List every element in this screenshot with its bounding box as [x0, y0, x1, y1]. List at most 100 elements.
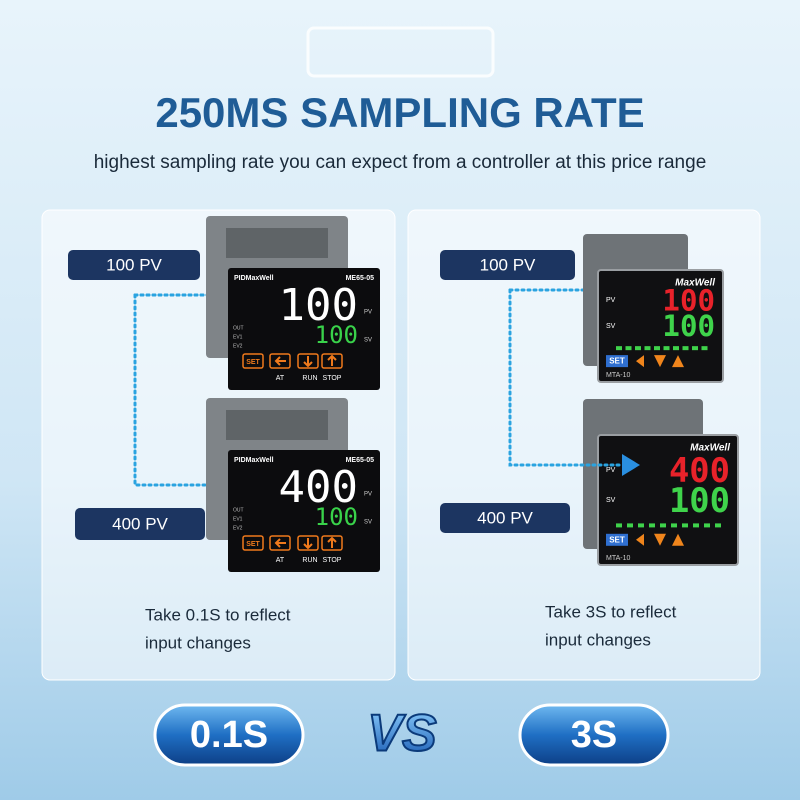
key — [242, 353, 264, 369]
key-icon — [654, 533, 666, 546]
led — [635, 346, 641, 351]
key-icon — [636, 355, 644, 368]
set-key-bg — [606, 355, 628, 368]
pv-tag: PV — [364, 492, 372, 498]
key-icon — [672, 533, 684, 546]
sv-reading: 100 — [669, 481, 730, 520]
set-key: SET — [609, 535, 625, 544]
label-pill — [68, 250, 200, 280]
key-icon — [672, 355, 684, 368]
indicator: EV2 — [233, 343, 243, 349]
pv-reading: 400 — [669, 451, 730, 490]
key-icon — [274, 356, 286, 366]
indicator: EV2 — [233, 525, 243, 531]
result-pill — [153, 703, 305, 767]
key-label: AT — [276, 557, 285, 564]
caption: Take 3S to reflect — [545, 602, 677, 621]
model: ME65-05 — [346, 275, 375, 282]
brand: PIDMaxWell — [234, 275, 274, 282]
set-key: SET — [246, 359, 260, 366]
led — [660, 523, 666, 528]
housing-top — [226, 228, 328, 258]
key-icon — [327, 354, 337, 366]
caption: Take 0.1S to reflect — [145, 605, 291, 624]
indicator: OUT — [233, 325, 244, 331]
subtitle: highest sampling rate you can expect fro… — [94, 152, 707, 173]
sv-tag: SV — [606, 323, 616, 330]
key-label: RUN — [302, 557, 317, 564]
key-icon — [654, 355, 666, 368]
label-text: 400 PV — [477, 508, 533, 527]
housing-top — [226, 410, 328, 440]
led — [625, 346, 632, 351]
led — [649, 523, 655, 528]
key — [269, 353, 291, 369]
label-pill — [440, 503, 570, 533]
key-label: STOP — [323, 375, 342, 382]
brand: MaxWell — [675, 278, 715, 289]
result-pill — [518, 703, 670, 767]
pv-tag: PV — [606, 467, 616, 474]
led — [715, 523, 721, 528]
pv-tag: PV — [606, 297, 616, 304]
led — [638, 523, 644, 528]
model: ME65-05 — [346, 457, 375, 464]
content: PIDMaxWell ME65-05 100 PV 100 SV OUT EV1 EV2 SET A… — [68, 216, 739, 767]
caption: input changes — [145, 633, 251, 652]
key-icon — [636, 533, 644, 546]
indicator: EV1 — [233, 334, 243, 340]
brand: PIDMaxWell — [234, 457, 274, 464]
sv-tag: SV — [364, 520, 372, 526]
result-text: 3S — [571, 714, 617, 756]
key — [321, 535, 343, 551]
key-icon — [274, 538, 286, 548]
brand: MaxWell — [690, 443, 730, 454]
vs: VS — [367, 705, 437, 763]
key — [297, 535, 319, 551]
led — [682, 346, 689, 351]
led — [663, 346, 670, 351]
pv-reading: 400 — [279, 462, 358, 513]
label-text: 100 PV — [480, 255, 536, 274]
pv-reading: 100 — [662, 283, 715, 317]
label-pill — [440, 250, 575, 280]
led — [704, 523, 710, 528]
indicator: OUT — [233, 507, 244, 513]
key-icon — [303, 538, 313, 550]
key-label: STOP — [323, 557, 342, 564]
led — [616, 523, 622, 528]
set-key-bg — [606, 533, 628, 546]
decor-frame — [306, 26, 495, 78]
indicator: EV1 — [233, 516, 243, 522]
key-label: AT — [276, 375, 285, 382]
led — [701, 346, 708, 351]
led — [644, 346, 651, 351]
key — [269, 535, 291, 551]
key — [297, 353, 319, 369]
caption: input changes — [545, 630, 651, 649]
key-icon — [303, 356, 313, 368]
key — [242, 535, 264, 551]
result-text: 0.1S — [190, 714, 268, 756]
led — [671, 523, 677, 528]
sv-reading: 100 — [662, 309, 715, 343]
key-label: RUN — [302, 375, 317, 382]
title: 250MS SAMPLING RATE — [155, 89, 644, 136]
key — [321, 353, 343, 369]
model: MTA-10 — [606, 555, 630, 562]
led — [654, 346, 660, 351]
set-key: SET — [246, 541, 260, 548]
sv-reading: 100 — [315, 503, 358, 531]
sv-reading: 100 — [315, 321, 358, 349]
sv-tag: SV — [364, 338, 372, 344]
label-pill — [75, 508, 205, 540]
label-text: 400 PV — [112, 514, 168, 533]
sv-tag: SV — [606, 497, 616, 504]
led — [616, 346, 622, 351]
connector-arrow — [622, 454, 640, 476]
key-icon — [327, 536, 337, 548]
led — [627, 523, 633, 528]
model: MTA-10 — [606, 372, 630, 379]
label-text: 100 PV — [106, 255, 162, 274]
